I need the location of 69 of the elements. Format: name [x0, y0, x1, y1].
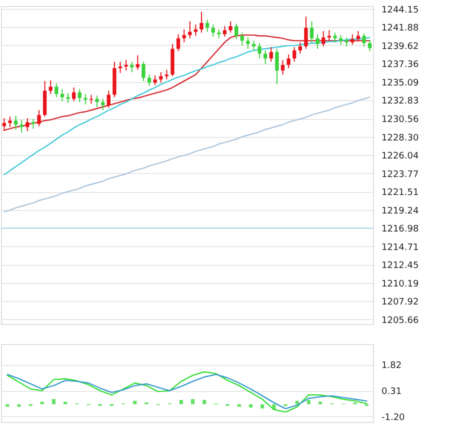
candlestick: [78, 88, 82, 103]
candlestick: [280, 60, 285, 76]
y-tick-label: 1205.66: [382, 316, 419, 326]
y-tick-label: 1226.04: [382, 151, 419, 162]
candlestick: [95, 95, 99, 108]
y-tick-label: 1219.24: [382, 206, 419, 216]
candlestick: [228, 20, 232, 34]
y-tick-label: 1244.15: [382, 5, 419, 16]
y-tick-label: 1241.88: [382, 24, 419, 34]
y-tick-label: 1232.83: [382, 96, 419, 107]
candlestick: [84, 93, 88, 105]
candlestick: [142, 61, 146, 82]
y-tick-label: 1212.45: [382, 261, 419, 272]
candlestick: [258, 42, 262, 59]
candlestick: [200, 11, 204, 34]
candlestick: [333, 32, 337, 43]
candlestick: [176, 34, 180, 52]
candlestick: [286, 54, 290, 69]
candlestick: [222, 26, 227, 38]
y-tick-label: 1228.30: [382, 133, 419, 144]
candlestick: [246, 36, 250, 50]
y-tick-label: 1216.98: [382, 224, 419, 235]
y-tick-label: 1237.36: [382, 60, 419, 70]
y-tick-label: 1221.51: [382, 188, 419, 198]
candlestick: [2, 118, 6, 132]
y-tick-label: -1.20: [382, 412, 406, 423]
y-tick-label: 1.82: [382, 361, 402, 372]
candlestick: [20, 119, 24, 134]
candlestick: [106, 90, 110, 108]
candlestick: [48, 80, 52, 94]
candlestick: [130, 61, 134, 73]
candlestick: [124, 60, 128, 72]
candlestick: [182, 28, 186, 43]
candlestick: [37, 110, 41, 127]
candlestick: [136, 54, 140, 70]
candlestick: [292, 46, 296, 62]
y-tick-label: 1235.09: [382, 78, 419, 88]
candlestick: [310, 20, 314, 43]
candlestick: [159, 72, 163, 84]
candlestick: [298, 42, 302, 54]
y-tick-label: 0.31: [382, 387, 402, 398]
y-tick-label: 1223.77: [382, 170, 419, 180]
candlestick: [322, 30, 326, 47]
candlestick: [101, 98, 105, 111]
candlestick: [252, 40, 256, 51]
line-series: [4, 96, 370, 212]
candlestick: [304, 16, 308, 50]
candlestick: [26, 118, 30, 132]
candlestick: [14, 115, 18, 130]
candlestick: [362, 32, 366, 47]
candlestick: [368, 39, 372, 52]
candlestick: [234, 23, 238, 40]
candlestick: [72, 87, 76, 102]
y-tick-label: 1214.71: [382, 242, 419, 253]
candlestick: [54, 82, 58, 98]
candlestick: [31, 118, 36, 130]
y-tick-label: 1230.56: [382, 115, 419, 126]
candlestick: [205, 19, 210, 32]
y-tick-label: 1207.92: [382, 298, 419, 308]
candlestick: [275, 48, 279, 85]
candlestick: [194, 24, 198, 36]
y-tick-label: 1239.62: [382, 42, 419, 52]
candlestick: [264, 50, 268, 65]
candlestick: [269, 46, 273, 62]
y-tick-label: 1210.19: [382, 279, 419, 290]
candlestick: [316, 34, 320, 50]
candlestick: [66, 92, 70, 104]
candlestick: [350, 34, 354, 46]
candlestick: [8, 116, 12, 128]
